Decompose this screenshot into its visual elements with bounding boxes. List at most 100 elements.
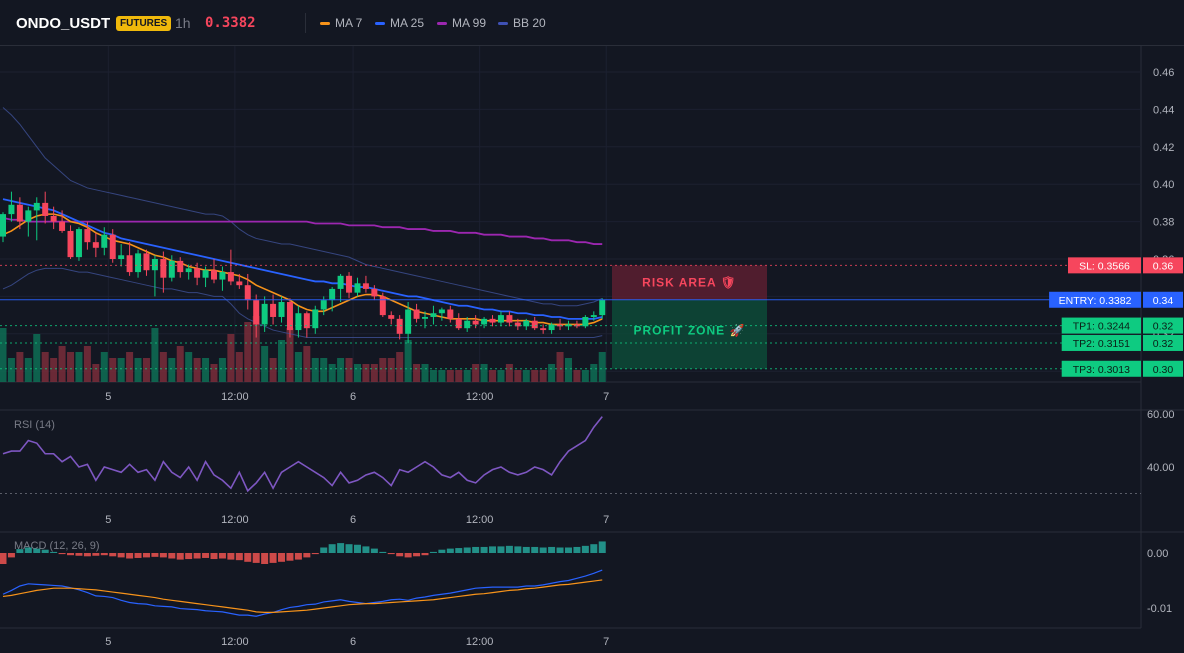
volume-bar bbox=[463, 370, 471, 382]
level-tag: TP2: 0.3151 0.32 bbox=[1061, 334, 1183, 351]
rsi-time-tick-label: 7 bbox=[603, 514, 609, 526]
volume-bar bbox=[193, 358, 201, 382]
candle-body bbox=[582, 316, 589, 327]
volume-bar bbox=[41, 352, 49, 382]
level-axis-bg bbox=[1143, 257, 1183, 274]
candle-body bbox=[506, 315, 513, 323]
macd-histogram-bar bbox=[429, 551, 437, 553]
volume-bar bbox=[353, 364, 361, 382]
volume-bar bbox=[100, 352, 108, 382]
legend-bb20[interactable]: BB 20 bbox=[498, 16, 546, 30]
volume-bar bbox=[7, 358, 15, 382]
candle-body bbox=[346, 275, 353, 293]
legend-ma25[interactable]: MA 25 bbox=[375, 16, 424, 30]
macd-histogram-bar bbox=[100, 553, 108, 556]
candle-body bbox=[464, 320, 471, 329]
price-tick-label: 0.44 bbox=[1153, 104, 1174, 116]
candle-body bbox=[151, 259, 158, 271]
level-tag-label: SL: 0.3566 bbox=[1079, 260, 1130, 272]
volume-bar bbox=[117, 358, 125, 382]
candle-body bbox=[362, 283, 369, 289]
level-tag-bg bbox=[1068, 257, 1141, 274]
candle-body bbox=[50, 215, 57, 222]
candle-body bbox=[337, 275, 344, 289]
macd-histogram-bar bbox=[362, 546, 370, 553]
legend-ma7[interactable]: MA 7 bbox=[320, 16, 362, 30]
macd-histogram-bar bbox=[581, 545, 589, 553]
volume-bar bbox=[472, 364, 480, 382]
macd-histogram-bar bbox=[345, 544, 353, 553]
ma99-swatch bbox=[437, 22, 447, 26]
legend-ma99[interactable]: MA 99 bbox=[437, 16, 486, 30]
candle-body bbox=[202, 270, 209, 278]
volume-bar bbox=[480, 364, 488, 382]
level-axis-label: 0.32 bbox=[1153, 321, 1174, 333]
candle-body bbox=[329, 288, 336, 301]
macd-histogram-bar bbox=[548, 546, 556, 553]
volume-bar bbox=[168, 358, 176, 382]
volume-bar bbox=[24, 358, 32, 382]
candle-body bbox=[354, 283, 361, 293]
macd-time-tick-label: 12:00 bbox=[221, 636, 249, 648]
macd-histogram-bar bbox=[16, 549, 24, 553]
candle-body bbox=[438, 309, 445, 314]
candle-body bbox=[531, 320, 538, 329]
candle-body bbox=[219, 272, 226, 280]
volume-bar bbox=[294, 352, 302, 382]
level-tag-label: TP3: 0.3013 bbox=[1073, 364, 1130, 376]
volume-bar bbox=[362, 364, 370, 382]
candle-body bbox=[92, 242, 99, 248]
volume-bar bbox=[438, 370, 446, 382]
ma99-line bbox=[2, 216, 603, 245]
volume-bar bbox=[505, 364, 513, 382]
volume-bar bbox=[58, 346, 66, 382]
timeframe-label[interactable]: 1h bbox=[175, 15, 191, 31]
macd-histogram-bar bbox=[598, 541, 606, 553]
candle-body bbox=[497, 315, 504, 323]
volume-bar bbox=[75, 352, 83, 382]
volume-bar bbox=[269, 358, 277, 382]
macd-histogram-bar bbox=[24, 547, 32, 553]
candle-body bbox=[430, 313, 437, 317]
volume-bar bbox=[590, 364, 598, 382]
macd-time-tick-label: 12:00 bbox=[466, 636, 494, 648]
volume-bar bbox=[202, 358, 210, 382]
time-tick-label: 6 bbox=[350, 391, 356, 403]
candle-body bbox=[286, 302, 293, 331]
candle-body bbox=[75, 229, 82, 258]
candle-body bbox=[303, 313, 310, 329]
candle-body bbox=[455, 318, 462, 329]
candle-body bbox=[312, 309, 319, 329]
bb-upper-line bbox=[2, 107, 603, 307]
macd-histogram-bar bbox=[235, 553, 243, 561]
volume-bar bbox=[235, 352, 243, 382]
candle-body bbox=[379, 296, 386, 316]
symbol-name[interactable]: ONDO_USDT bbox=[16, 15, 111, 32]
macd-histogram-bar bbox=[590, 544, 598, 553]
volume-bar bbox=[514, 370, 522, 382]
rsi-time-tick-label: 12:00 bbox=[466, 514, 494, 526]
price-tick-label: 0.40 bbox=[1153, 179, 1174, 191]
macd-histogram-bar bbox=[413, 553, 421, 557]
volume-bar bbox=[176, 346, 184, 382]
macd-histogram-bar bbox=[41, 549, 49, 553]
volume-bar bbox=[489, 370, 497, 382]
level-tag-bg bbox=[1049, 291, 1141, 308]
candle-body bbox=[261, 303, 268, 325]
macd-histogram-bar bbox=[556, 547, 564, 553]
macd-histogram-bar bbox=[252, 553, 260, 563]
volume-bar bbox=[311, 358, 319, 382]
chart-header: ONDO_USDT FUTURES 1h 0.3382 MA 7 MA 25 M… bbox=[0, 0, 1184, 46]
candle-body bbox=[84, 229, 91, 243]
bb20-swatch bbox=[498, 22, 508, 26]
volume-bar bbox=[50, 358, 58, 382]
volume-bar bbox=[67, 352, 75, 382]
candle-body bbox=[413, 309, 420, 319]
macd-histogram-bar bbox=[0, 553, 7, 564]
candle-body bbox=[118, 255, 125, 259]
macd-histogram-bar bbox=[261, 553, 269, 564]
candle-body bbox=[489, 318, 496, 323]
candle-body bbox=[371, 288, 378, 297]
candle-body bbox=[278, 302, 285, 317]
